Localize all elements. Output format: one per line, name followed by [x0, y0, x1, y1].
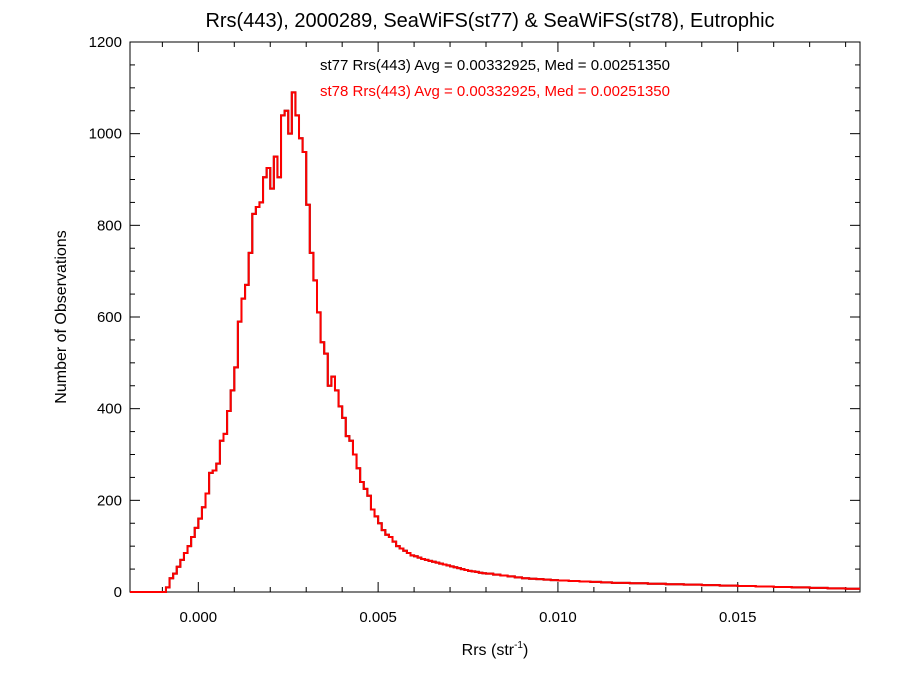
- histogram-series-st77: [130, 91, 860, 593]
- plot-area: [129, 41, 861, 593]
- y-tick-label: 0: [114, 584, 122, 601]
- y-tick-label: 1200: [89, 34, 122, 51]
- x-axis-label-base: Rrs (str: [462, 642, 515, 659]
- y-tick-label: 1000: [89, 126, 122, 143]
- x-tick-labels: 0.000 0.005 0.010 0.015: [180, 609, 757, 626]
- histogram-series-st78: [130, 91, 860, 593]
- annotation-st77: st77 Rrs(443) Avg = 0.00332925, Med = 0.…: [320, 57, 670, 74]
- chart-title: Rrs(443), 2000289, SeaWiFS(st77) & SeaWi…: [205, 10, 774, 32]
- y-tick-label: 400: [97, 401, 122, 418]
- x-axis-label: Rrs (str-1): [462, 640, 529, 659]
- annotation-st78: st78 Rrs(443) Avg = 0.00332925, Med = 0.…: [320, 83, 670, 100]
- series-layer: [130, 91, 860, 593]
- y-axis-label: Number of Observations: [53, 230, 70, 403]
- x-tick-label: 0.010: [539, 609, 577, 626]
- x-axis-label-superscript: -1: [514, 640, 523, 651]
- y-tick-labels: 0 200 400 600 800 1000 1200: [89, 34, 122, 601]
- plot-frame: [129, 41, 861, 593]
- y-tick-label: 600: [97, 309, 122, 326]
- y-tick-label: 200: [97, 492, 122, 509]
- x-tick-label: 0.005: [359, 609, 397, 626]
- x-tick-label: 0.015: [719, 609, 757, 626]
- x-tick-label: 0.000: [180, 609, 218, 626]
- y-tick-label: 800: [97, 217, 122, 234]
- x-axis-label-close: ): [523, 642, 528, 659]
- axis-ticks: [130, 41, 860, 593]
